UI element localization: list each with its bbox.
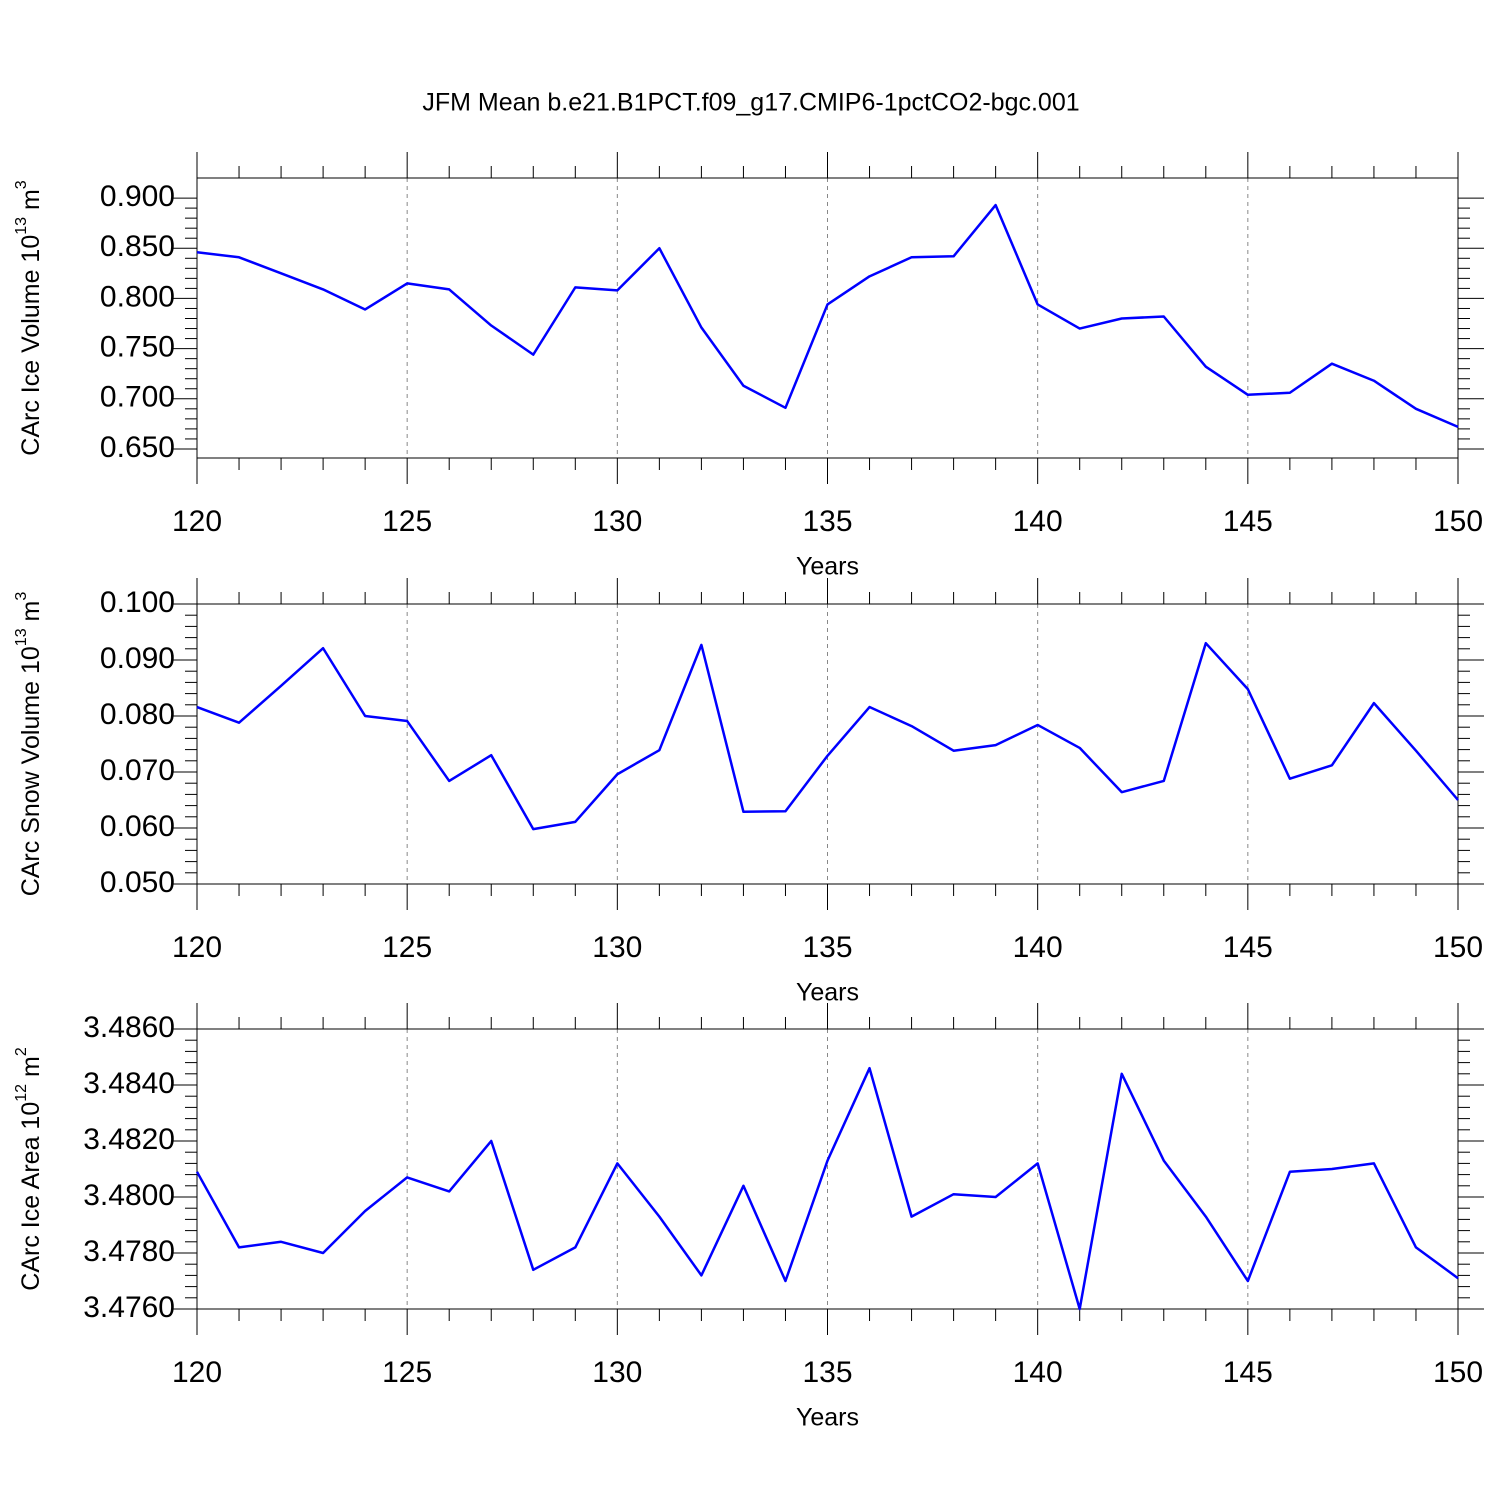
y-tick-label: 3.4820 [83, 1123, 175, 1156]
x-tick-label: 125 [382, 505, 432, 538]
x-tick-label: 120 [172, 505, 222, 538]
y-label-exponent: 13 [13, 217, 30, 235]
y-tick-label: 3.4780 [83, 1235, 175, 1268]
x-tick-label: 140 [1013, 931, 1063, 964]
y-tick-label: 0.070 [100, 754, 175, 787]
y-tick-label: 0.080 [100, 698, 175, 731]
y-tick-label: 0.700 [100, 381, 175, 414]
x-tick-label: 145 [1223, 1356, 1273, 1389]
x-axis-label: Years [796, 553, 859, 581]
plot-frame [196, 1028, 1459, 1310]
x-tick-label: 150 [1433, 1356, 1483, 1389]
x-tick-label: 120 [172, 931, 222, 964]
x-axis-label: Years [796, 979, 859, 1007]
y-label-exponent: 12 [13, 1084, 30, 1102]
data-line [196, 203, 1459, 429]
y-tick-label: 0.100 [100, 586, 175, 619]
y-tick-label: 3.4760 [83, 1291, 175, 1324]
y-tick-label: 0.060 [100, 810, 175, 843]
x-tick-label: 150 [1433, 931, 1483, 964]
y-tick-label: 0.650 [100, 431, 175, 464]
chart-title: JFM Mean b.e21.B1PCT.f09_g17.CMIP6-1pctC… [422, 89, 1079, 117]
y-tick-label: 0.050 [100, 866, 175, 899]
plot-frame [196, 177, 1459, 459]
x-tick-label: 125 [382, 1356, 432, 1389]
y-label-unit: m [17, 601, 45, 629]
x-tick-label: 130 [592, 931, 642, 964]
x-tick-label: 145 [1223, 931, 1273, 964]
plot-frame [196, 603, 1459, 885]
y-label-text: CArc Snow Volume 10 [17, 646, 45, 896]
y-label-unit: m [17, 189, 45, 217]
y-label-unit-exponent: 2 [13, 1047, 30, 1056]
x-tick-label: 135 [802, 931, 852, 964]
x-tick-label: 135 [802, 505, 852, 538]
x-tick-label: 140 [1013, 505, 1063, 538]
x-tick-label: 140 [1013, 1356, 1063, 1389]
data-line [196, 641, 1459, 831]
x-tick-label: 120 [172, 1356, 222, 1389]
y-label-text: CArc Ice Area 10 [17, 1102, 45, 1291]
y-axis-label: CArc Ice Volume 1013 m3 [13, 180, 44, 456]
y-tick-label: 0.900 [100, 180, 175, 213]
x-tick-label: 125 [382, 931, 432, 964]
y-label-exponent: 13 [13, 628, 30, 646]
y-label-unit: m [17, 1056, 45, 1084]
x-tick-label: 150 [1433, 505, 1483, 538]
y-tick-label: 3.4860 [83, 1011, 175, 1044]
y-label-unit-exponent: 3 [13, 592, 30, 601]
y-axis-label: CArc Ice Area 1012 m2 [13, 1047, 44, 1291]
y-tick-label: 0.090 [100, 642, 175, 675]
y-axis-label: CArc Snow Volume 1013 m3 [13, 592, 44, 897]
data-line [195, 1066, 1459, 1311]
x-tick-label: 135 [802, 1356, 852, 1389]
y-tick-label: 0.800 [100, 280, 175, 313]
x-tick-label: 145 [1223, 505, 1273, 538]
y-label-unit-exponent: 3 [13, 180, 30, 189]
y-tick-label: 0.850 [100, 230, 175, 263]
x-axis-label: Years [796, 1404, 859, 1432]
y-label-text: CArc Ice Volume 10 [17, 235, 45, 456]
x-tick-label: 130 [592, 1356, 642, 1389]
x-tick-label: 130 [592, 505, 642, 538]
y-tick-label: 3.4840 [83, 1067, 175, 1100]
y-tick-label: 3.4800 [83, 1179, 175, 1212]
y-tick-label: 0.750 [100, 331, 175, 364]
